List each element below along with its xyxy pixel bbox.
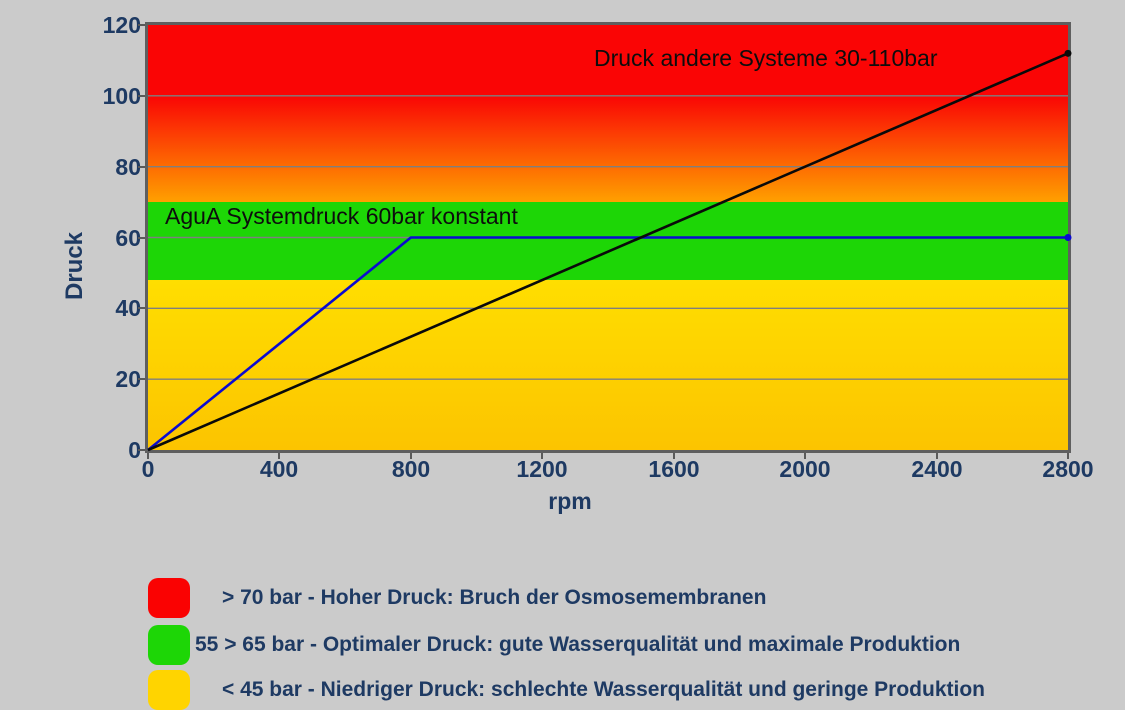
x-tick-label: 0 bbox=[141, 456, 155, 482]
y-tick-mark bbox=[138, 94, 145, 97]
x-tick-mark bbox=[804, 453, 807, 459]
x-axis-title: rpm bbox=[548, 488, 592, 514]
x-tick-label: 2800 bbox=[1042, 456, 1094, 482]
x-tick-label: 800 bbox=[391, 456, 431, 482]
legend-label: < 45 bar - Niedriger Druck: schlechte Wa… bbox=[222, 678, 985, 701]
x-tick-mark bbox=[672, 453, 675, 459]
x-tick-mark bbox=[278, 453, 281, 459]
legend-item-niedriger-druck: < 45 bar - Niedriger Druck: schlechte Wa… bbox=[148, 670, 985, 710]
x-tick-mark bbox=[541, 453, 544, 459]
y-tick-label: 100 bbox=[102, 82, 141, 109]
legend-label: > 70 bar - Hoher Druck: Bruch der Osmose… bbox=[222, 586, 767, 609]
y-tick-mark bbox=[138, 378, 145, 381]
y-tick-label: 40 bbox=[115, 295, 141, 322]
y-tick-mark bbox=[138, 449, 145, 451]
series-label-andere-systeme: Druck andere Systeme 30-110bar bbox=[594, 45, 938, 71]
x-tick-mark bbox=[1067, 453, 1069, 459]
x-tick-label: 2000 bbox=[779, 456, 831, 482]
legend-label: 55 > 65 bar - Optimaler Druck: gute Wass… bbox=[195, 633, 961, 656]
legend-swatch-green bbox=[148, 625, 190, 665]
plot-area bbox=[145, 22, 1072, 453]
zone-hoher-druck bbox=[148, 25, 1068, 203]
y-tick-mark bbox=[138, 236, 145, 239]
x-tick-mark bbox=[409, 453, 412, 459]
line-series-layer bbox=[147, 49, 1072, 452]
y-tick-label: 80 bbox=[115, 153, 141, 180]
y-tick-mark bbox=[138, 24, 145, 26]
y-tick-label: 20 bbox=[115, 366, 141, 393]
y-tick-label: 120 bbox=[102, 12, 141, 38]
series-label-agua-systemdruck: AguA Systemdruck 60bar konstant bbox=[165, 203, 518, 229]
x-tick-mark bbox=[935, 453, 938, 459]
x-tick-label: 1200 bbox=[516, 456, 568, 482]
x-tick-label: 1600 bbox=[648, 456, 700, 482]
legend-item-optimaler-druck: 55 > 65 bar - Optimaler Druck: gute Wass… bbox=[148, 625, 960, 665]
x-tick-label: 400 bbox=[259, 456, 299, 482]
x-tick-mark bbox=[147, 453, 149, 459]
zone-optimaler-druck bbox=[148, 202, 1068, 280]
y-tick-label: 60 bbox=[115, 224, 141, 251]
legend-swatch-yellow bbox=[148, 670, 190, 710]
y-tick-mark bbox=[138, 165, 145, 168]
legend-swatch-red bbox=[148, 578, 190, 618]
x-tick-label: 2400 bbox=[911, 456, 963, 482]
legend-item-hoher-druck: > 70 bar - Hoher Druck: Bruch der Osmose… bbox=[148, 578, 766, 618]
y-tick-label: 0 bbox=[128, 437, 141, 463]
y-tick-mark bbox=[138, 307, 145, 310]
